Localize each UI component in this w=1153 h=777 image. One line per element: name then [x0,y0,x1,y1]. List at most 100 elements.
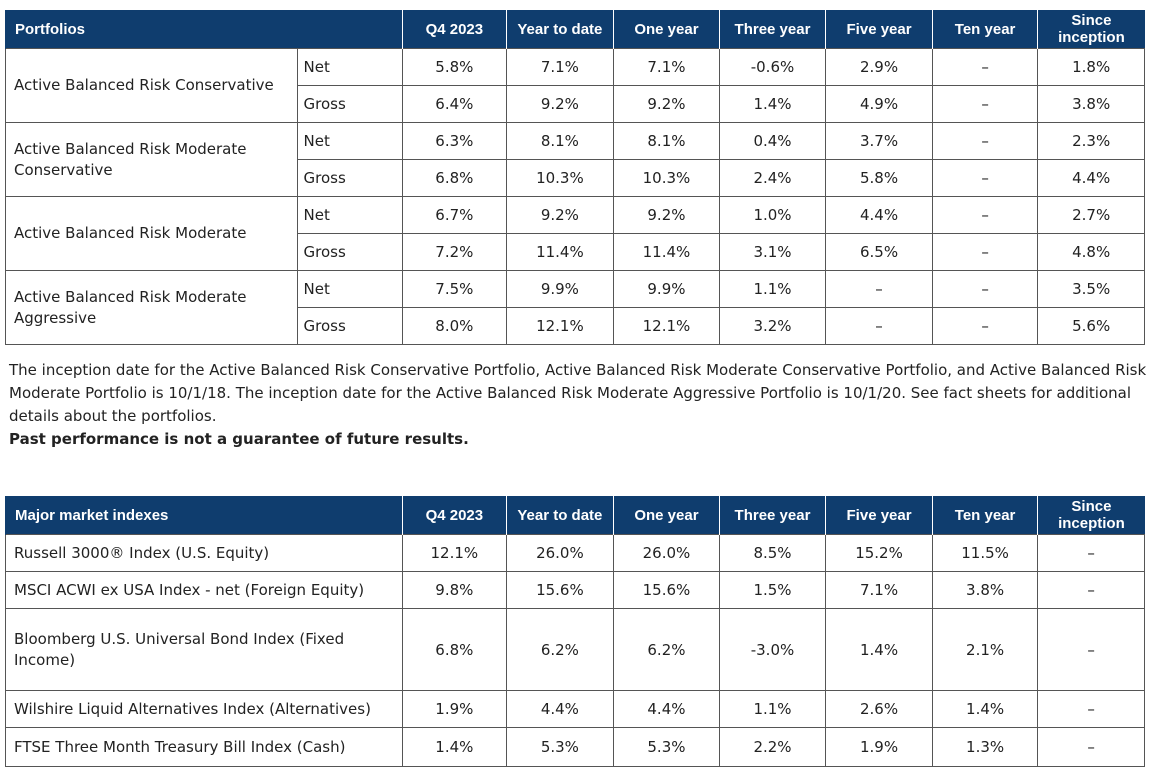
column-header-since-inception: Since inception [1037,496,1145,535]
index-name: Russell 3000® Index (U.S. Equity) [4,534,404,572]
return-value-cell: – [1037,571,1145,609]
table-row: MSCI ACWI ex USA Index - net (Foreign Eq… [4,571,1145,609]
return-value-cell: 9.2% [613,196,720,234]
index-name: FTSE Three Month Treasury Bill Index (Ca… [4,727,404,767]
column-header-ten-year: Ten year [931,10,1038,49]
return-value-cell: 4.4% [613,690,720,728]
return-value-cell: 6.3% [402,122,507,160]
column-header-q4-2023: Q4 2023 [402,10,507,49]
return-value-cell: 15.6% [613,571,720,609]
table-row: Bloomberg U.S. Universal Bond Index (Fix… [4,608,1145,691]
column-header-five-year: Five year [825,10,933,49]
return-value-cell: 5.8% [825,159,933,197]
table-row: Wilshire Liquid Alternatives Index (Alte… [4,690,1145,728]
return-value-cell: 1.4% [402,727,507,767]
column-header-year-to-date: Year to date [505,10,614,49]
return-value-cell: 3.2% [718,307,827,345]
return-value-cell: – [1037,534,1145,572]
return-value-cell: 7.1% [825,571,933,609]
return-value-cell: 9.2% [505,85,615,123]
return-value-cell: 2.7% [1037,196,1145,234]
return-value-cell: 11.5% [931,534,1039,572]
table-row-net: Active Balanced Risk Moderate Aggressive… [5,270,1145,345]
return-value-cell: 6.7% [402,196,507,234]
return-type-label: Net [296,196,404,234]
return-value-cell: – [825,270,933,308]
return-value-cell: 5.6% [1037,307,1145,345]
performance-disclaimer: Past performance is not a guarantee of f… [9,430,469,448]
return-value-cell: – [931,307,1039,345]
return-value-cell: 12.1% [505,307,615,345]
return-value-cell: 6.5% [825,233,933,271]
column-header-year-to-date: Year to date [505,496,614,535]
return-value-cell: 26.0% [613,534,720,572]
return-value-cell: 15.6% [505,571,615,609]
return-value-cell: 2.6% [825,690,933,728]
return-value-cell: 3.8% [931,571,1039,609]
return-value-cell: 6.8% [402,608,507,691]
return-value-cell: 7.1% [505,48,615,86]
return-value-cell: 10.3% [505,159,615,197]
return-value-cell: 6.2% [505,608,615,691]
return-value-cell: 8.0% [402,307,507,345]
return-value-cell: 1.9% [402,690,507,728]
return-value-cell: 26.0% [505,534,615,572]
return-value-cell: 15.2% [825,534,933,572]
return-value-cell: 11.4% [505,233,615,271]
column-header-since-inception: Since inception [1037,10,1145,49]
return-value-cell: 8.5% [718,534,827,572]
return-value-cell: 4.4% [1037,159,1145,197]
return-value-cell: 5.3% [505,727,615,767]
return-type-label: Gross [296,307,404,345]
table-header-row: Portfolios Q4 2023 Year to date One year… [4,10,1145,49]
column-header-q4-2023: Q4 2023 [402,496,507,535]
column-header-one-year: One year [613,496,720,535]
column-header-three-year: Three year [718,10,826,49]
return-value-cell: 10.3% [613,159,720,197]
return-value-cell: 2.3% [1037,122,1145,160]
return-value-cell: 1.8% [1037,48,1145,86]
return-value-cell: 9.8% [402,571,507,609]
return-value-cell: 1.4% [825,608,933,691]
table-row-gross: Gross 7.2% 11.4% 11.4% 3.1% 6.5% –4.8% [6,233,1145,271]
return-value-cell: 7.2% [402,233,507,271]
return-value-cell: 3.5% [1037,270,1145,308]
return-value-cell: – [1037,727,1145,767]
return-value-cell: 9.9% [505,270,615,308]
return-value-cell: 1.1% [718,270,827,308]
return-value-cell: 12.1% [402,534,507,572]
return-value-cell: – [931,122,1039,160]
table-row-gross: Gross 6.4% 9.2% 9.2% 1.4% 4.9% –3.8% [6,85,1145,123]
return-value-cell: – [1037,608,1145,691]
index-name: Bloomberg U.S. Universal Bond Index (Fix… [4,608,404,691]
return-value-cell: 3.7% [825,122,933,160]
return-value-cell: 4.4% [825,196,933,234]
return-value-cell: 0.4% [718,122,827,160]
portfolio-name: Active Balanced Risk Moderate Aggressive [5,270,298,345]
return-value-cell: 8.1% [613,122,720,160]
table-header-row: Major market indexes Q4 2023 Year to dat… [4,496,1145,535]
return-value-cell: 12.1% [613,307,720,345]
return-value-cell: -3.0% [718,608,827,691]
return-value-cell: 1.4% [718,85,827,123]
return-value-cell: 5.3% [613,727,720,767]
return-value-cell: 6.2% [613,608,720,691]
return-value-cell: 9.2% [505,196,615,234]
portfolio-name: Active Balanced Risk Moderate Conservati… [5,122,298,197]
return-value-cell: 7.1% [613,48,720,86]
portfolio-name: Active Balanced Risk Moderate [5,196,298,271]
return-type-label: Gross [296,233,404,271]
return-value-cell: 7.5% [402,270,507,308]
table-row-net: Active Balanced Risk Moderate Net 6.7% 9.2%… [5,196,1145,271]
return-value-cell: – [825,307,933,345]
market-indexes-table: Major market indexes Q4 2023 Year to dat… [4,496,1145,767]
return-value-cell: 1.3% [931,727,1039,767]
return-value-cell: 4.9% [825,85,933,123]
return-type-label: Net [296,48,404,86]
return-value-cell: 6.8% [402,159,507,197]
column-header-one-year: One year [613,10,720,49]
return-value-cell: 9.2% [613,85,720,123]
return-value-cell: – [931,159,1039,197]
table-row-net: Active Balanced Risk Conservative Net 5.8%… [5,48,1145,123]
return-value-cell: 3.8% [1037,85,1145,123]
